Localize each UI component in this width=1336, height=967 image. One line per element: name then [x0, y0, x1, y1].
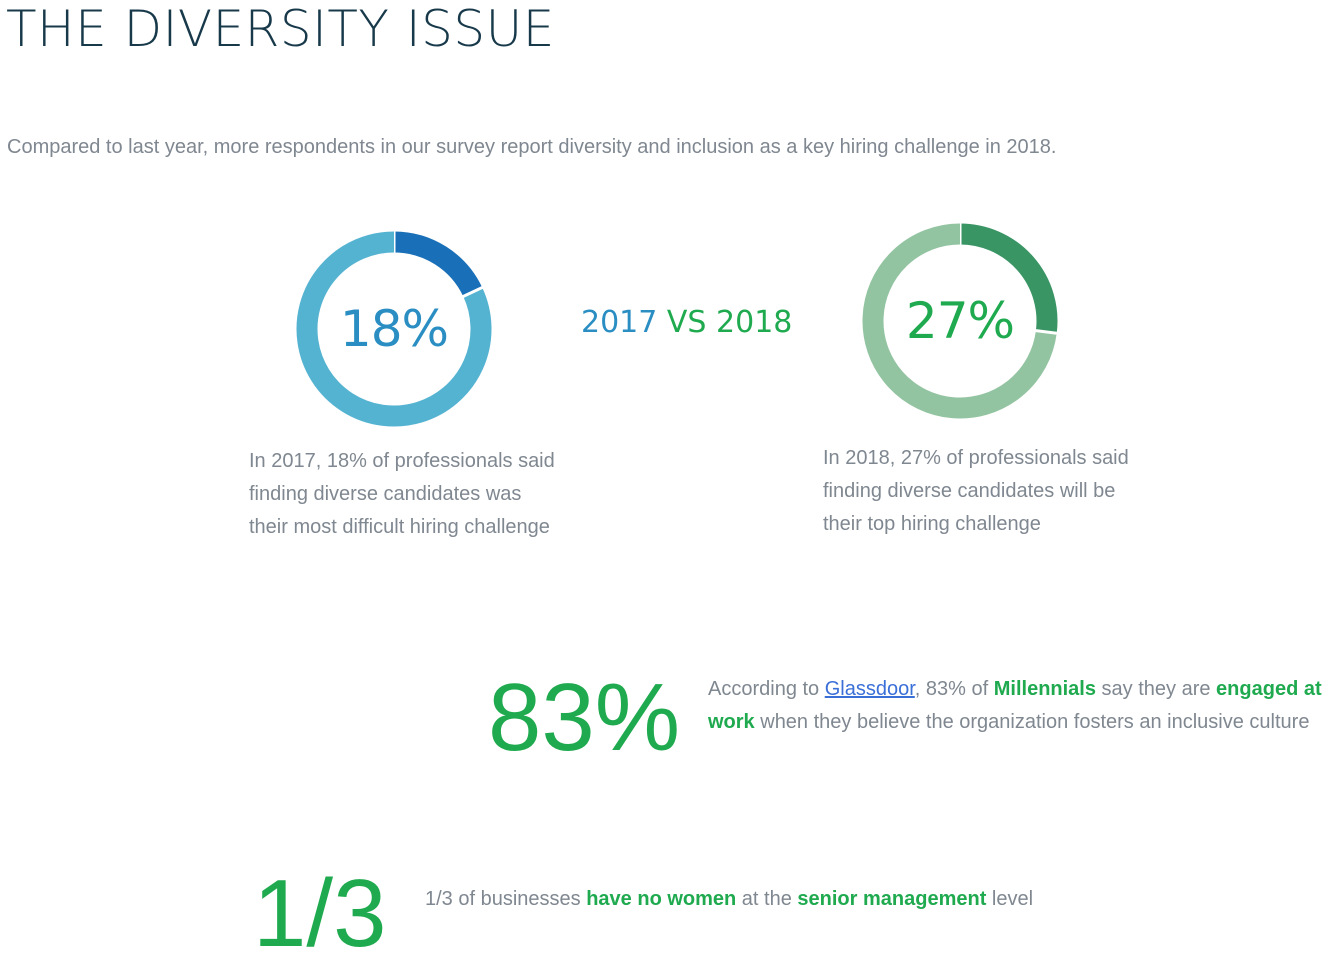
donut-2017-slice-1	[296, 231, 492, 427]
caption-2017: In 2017, 18% of professionals said findi…	[249, 450, 555, 538]
donut-2018-slice-0	[959, 223, 1058, 334]
donut-2017-slice-0	[393, 231, 483, 297]
stat-83-highlight-engaged: engaged at work	[708, 678, 1322, 733]
stat-83-text-1: According to	[708, 678, 825, 700]
stat-83-text-4: when they believe the organization foste…	[754, 711, 1310, 733]
donut-svg-2018	[862, 222, 1058, 419]
stat-13-value: 1/3	[253, 860, 387, 967]
page-title: THE DIVERSITY ISSUE	[6, 0, 555, 58]
stat-83-value: 83%	[488, 664, 681, 771]
stat-83-text-3: say they are	[1095, 678, 1217, 700]
donut-chart-2017: 18%	[284, 219, 504, 439]
stat-13-highlight-senior-management: senior management	[797, 888, 987, 910]
intro-text: Compared to last year, more respondents …	[7, 136, 1057, 158]
glassdoor-link[interactable]: Glassdoor	[824, 678, 915, 700]
stat-13-text-3: level	[986, 888, 1034, 910]
donut-2017-separator-1	[461, 285, 484, 299]
caption-2018: In 2018, 27% of professionals said findi…	[823, 447, 1129, 535]
comparison-vs: VS	[666, 305, 707, 340]
stat-13-text-1: 1/3 of businesses	[425, 888, 587, 910]
comparison-year-2018: 2018	[716, 305, 793, 340]
stat-13-highlight-no-women: have no women	[586, 888, 737, 910]
stat-83-description: According to Glassdoor, 83% of Millennia…	[708, 673, 1336, 739]
comparison-year-2017: 2017	[581, 305, 658, 340]
donut-chart-2018: 27%	[850, 211, 1070, 431]
donut-svg-2017	[296, 230, 492, 427]
donut-label-2017: 18%	[339, 300, 449, 358]
comparison-heading: 2017 VS 2018	[581, 305, 792, 340]
donut-2018-slice-1	[862, 223, 1057, 419]
donut-label-2018: 27%	[905, 292, 1015, 350]
stat-83-highlight-millennials: Millennials	[993, 678, 1096, 700]
donut-2018-separator-1	[1034, 328, 1058, 335]
stat-13-description: 1/3 of businesses have no women at the s…	[425, 883, 1065, 916]
stat-83-text-2: , 83% of	[914, 678, 994, 700]
stat-13-text-2: at the	[736, 888, 798, 910]
